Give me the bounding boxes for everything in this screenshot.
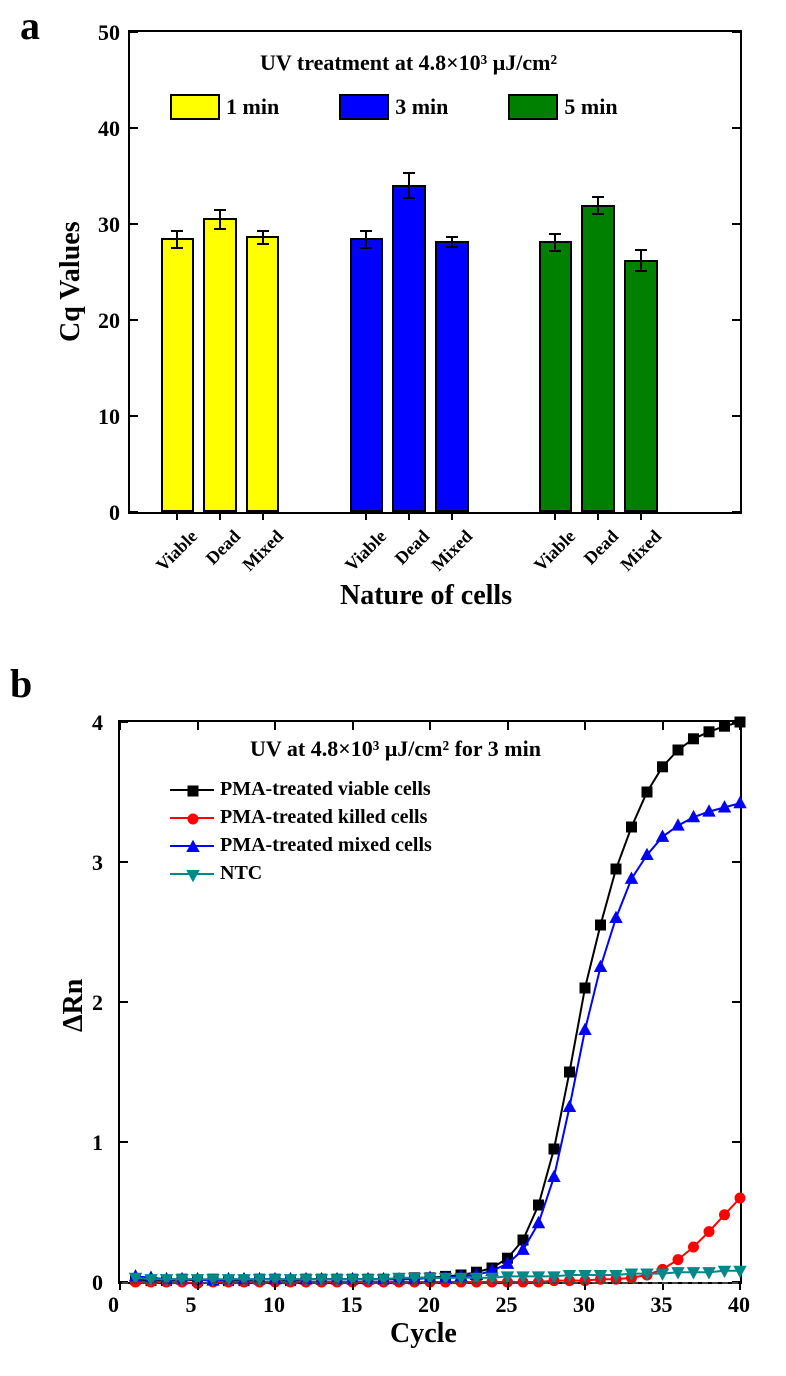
ytick-label: 50 <box>80 20 120 46</box>
series-marker <box>564 1101 576 1112</box>
xtick-label: 20 <box>418 1292 440 1318</box>
xtick-label: 35 <box>651 1292 673 1318</box>
bar <box>350 238 384 512</box>
ytick-label: 2 <box>92 990 103 1016</box>
series-line <box>136 722 741 1281</box>
series-marker <box>672 819 684 830</box>
ytick-label: 30 <box>80 212 120 238</box>
chart-b-ylabel: ΔRn <box>58 979 90 1032</box>
figure: a UV treatment at 4.8×10³ μJ/cm² 1 min3 … <box>0 0 786 1376</box>
chart-b-plot-svg <box>120 722 740 1282</box>
series-marker <box>596 920 606 930</box>
ytick-label: 10 <box>80 404 120 430</box>
series-marker <box>565 1067 575 1077</box>
xtick-label: 40 <box>728 1292 750 1318</box>
xtick-label: 10 <box>263 1292 285 1318</box>
series-marker <box>689 734 699 744</box>
series-marker <box>611 864 621 874</box>
chart-a-legend: 1 min3 min5 min <box>170 94 678 120</box>
ytick-label: 1 <box>92 1130 103 1156</box>
bar <box>539 241 573 512</box>
series-marker <box>595 961 607 972</box>
ytick-label: 0 <box>80 500 120 526</box>
line-chart: UV at 4.8×10³ μJ/cm² for 3 min ΔRn Cycle… <box>118 720 742 1284</box>
bar <box>392 185 426 512</box>
panel-b-label: b <box>10 660 32 707</box>
series-marker <box>549 1144 559 1154</box>
series-marker <box>533 1217 545 1228</box>
series-marker <box>548 1171 560 1182</box>
bar <box>246 236 280 512</box>
xtick-label: 25 <box>496 1292 518 1318</box>
series-marker <box>673 745 683 755</box>
xtick-label: 30 <box>573 1292 595 1318</box>
panel-a-label: a <box>20 2 40 49</box>
series-marker <box>534 1200 544 1210</box>
series-marker <box>734 797 746 808</box>
bar <box>435 241 469 512</box>
ytick-label: 40 <box>80 116 120 142</box>
series-marker <box>579 1024 591 1035</box>
chart-b-xlabel: Cycle <box>390 1318 457 1350</box>
bar <box>161 238 195 512</box>
series-marker <box>704 1227 714 1237</box>
series-marker <box>720 1210 730 1220</box>
series-marker <box>627 822 637 832</box>
xtick-label: 15 <box>341 1292 363 1318</box>
series-marker <box>673 1255 683 1265</box>
series-marker <box>735 1193 745 1203</box>
bar-chart: UV treatment at 4.8×10³ μJ/cm² 1 min3 mi… <box>128 30 742 514</box>
series-marker <box>658 762 668 772</box>
chart-b-zero-line <box>122 1282 738 1284</box>
series-marker <box>610 912 622 923</box>
ytick-label: 4 <box>92 710 103 736</box>
bar <box>624 260 658 512</box>
series-marker <box>689 1242 699 1252</box>
series-marker <box>580 983 590 993</box>
xtick-label: 0 <box>108 1292 119 1318</box>
chart-a-title: UV treatment at 4.8×10³ μJ/cm² <box>260 50 557 76</box>
xtick-label: 5 <box>186 1292 197 1318</box>
series-marker <box>720 721 730 731</box>
bar <box>581 205 615 512</box>
bar <box>203 218 237 512</box>
series-marker <box>657 831 669 842</box>
ytick-label: 20 <box>80 308 120 334</box>
series-marker <box>704 727 714 737</box>
series-marker <box>642 787 652 797</box>
ytick-label: 3 <box>92 850 103 876</box>
ytick-label: 0 <box>92 1270 103 1296</box>
series-line <box>136 803 741 1280</box>
